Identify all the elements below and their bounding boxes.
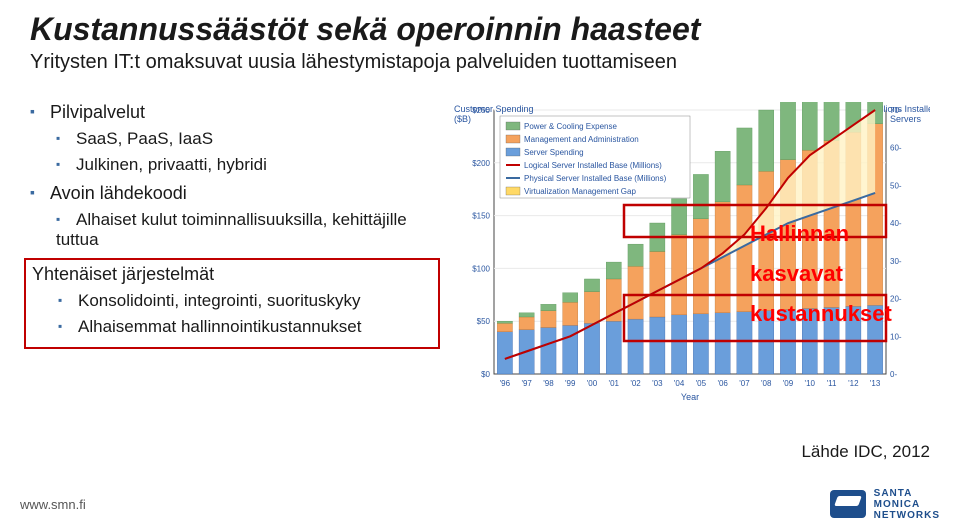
svg-text:Servers: Servers xyxy=(890,114,922,124)
overlay-kustannukset: kustannukset xyxy=(750,302,892,326)
svg-text:Server Spending: Server Spending xyxy=(524,148,584,157)
footer-logo: SANTA MONICA NETWORKS xyxy=(830,488,940,521)
svg-text:10-: 10- xyxy=(890,332,902,341)
page-subtitle: Yritysten IT:t omaksuvat uusia lähestymi… xyxy=(30,51,930,74)
bullet-lvl2: Konsolidointi, integrointi, suorituskyky xyxy=(58,291,432,311)
svg-text:'06: '06 xyxy=(717,379,728,388)
svg-text:60-: 60- xyxy=(890,144,902,153)
overlay-hallinnan: Hallinnan xyxy=(750,222,849,246)
slide: Kustannussäästöt sekä operoinnin haastee… xyxy=(0,0,960,524)
svg-text:'10: '10 xyxy=(805,379,816,388)
logo-line-2: MONICA xyxy=(874,499,940,510)
svg-text:$150: $150 xyxy=(472,212,490,221)
svg-text:'12: '12 xyxy=(848,379,859,388)
footer: www.smn.fi SANTA MONICA NETWORKS xyxy=(0,484,960,524)
svg-text:Power & Cooling Expense: Power & Cooling Expense xyxy=(524,122,617,131)
bullet-lvl2: Alhaiset kulut toiminnallisuuksilla, keh… xyxy=(56,210,440,250)
idc-chart: $50$100$150$200$250$00-10-20-30-40-50-60… xyxy=(450,102,930,402)
logo-line-3: NETWORKS xyxy=(874,510,940,521)
chart-source: Lähde IDC, 2012 xyxy=(801,442,930,462)
svg-text:'98: '98 xyxy=(543,379,554,388)
svg-text:'04: '04 xyxy=(674,379,685,388)
svg-text:0-: 0- xyxy=(890,370,897,379)
boxed-group: Yhtenäiset järjestelmät Konsolidointi, in… xyxy=(24,258,440,349)
svg-text:'13: '13 xyxy=(870,379,881,388)
svg-text:$200: $200 xyxy=(472,159,490,168)
svg-text:'11: '11 xyxy=(827,379,837,388)
svg-text:40-: 40- xyxy=(890,219,902,228)
logo-text: SANTA MONICA NETWORKS xyxy=(874,488,940,521)
svg-text:'07: '07 xyxy=(739,379,750,388)
chart-column: $50$100$150$200$250$00-10-20-30-40-50-60… xyxy=(450,102,930,402)
svg-text:'03: '03 xyxy=(652,379,663,388)
svg-text:'09: '09 xyxy=(783,379,794,388)
bullet-column: Pilvipalvelut SaaS, PaaS, IaaS Julkinen, p… xyxy=(30,102,440,402)
svg-text:Management and Administration: Management and Administration xyxy=(524,135,639,144)
svg-text:($B): ($B) xyxy=(454,114,471,124)
bullet-text: Avoin lähdekoodi xyxy=(50,183,187,203)
svg-text:'02: '02 xyxy=(630,379,641,388)
bullet-lvl2: SaaS, PaaS, IaaS xyxy=(56,129,440,149)
svg-text:Year: Year xyxy=(681,392,699,402)
svg-text:30-: 30- xyxy=(890,257,902,266)
chart-wrap: $50$100$150$200$250$00-10-20-30-40-50-60… xyxy=(450,102,930,402)
bullet-lvl1: Yhtenäiset järjestelmät Konsolidointi, in… xyxy=(32,264,432,337)
svg-text:'08: '08 xyxy=(761,379,772,388)
footer-url: www.smn.fi xyxy=(20,497,86,512)
bullet-lvl1: Pilvipalvelut SaaS, PaaS, IaaS Julkinen, p… xyxy=(30,102,440,175)
svg-text:'96: '96 xyxy=(500,379,511,388)
bullet-lvl2: Alhaisemmat hallinnointikustannukset xyxy=(58,317,432,337)
bullet-lvl2: Julkinen, privaatti, hybridi xyxy=(56,155,440,175)
page-title: Kustannussäästöt sekä operoinnin haastee… xyxy=(30,12,930,47)
content-row: Pilvipalvelut SaaS, PaaS, IaaS Julkinen, p… xyxy=(30,102,930,402)
bullet-lvl1: Avoin lähdekoodi Alhaiset kulut toiminnal… xyxy=(30,183,440,250)
svg-text:$0: $0 xyxy=(481,370,490,379)
svg-text:Virtualization Management Gap: Virtualization Management Gap xyxy=(524,187,636,196)
svg-text:'99: '99 xyxy=(565,379,576,388)
svg-text:50-: 50- xyxy=(890,182,902,191)
svg-text:'05: '05 xyxy=(696,379,707,388)
svg-text:'01: '01 xyxy=(609,379,620,388)
svg-text:Customer Spending: Customer Spending xyxy=(454,104,534,114)
overlay-kasvavat: kasvavat xyxy=(750,262,843,286)
svg-text:$100: $100 xyxy=(472,265,490,274)
logo-line-1: SANTA xyxy=(874,488,940,499)
svg-text:'97: '97 xyxy=(521,379,532,388)
svg-text:Physical Server Installed Base: Physical Server Installed Base (Millions… xyxy=(524,174,667,183)
logo-mark-icon xyxy=(830,490,866,518)
bullet-text: Pilvipalvelut xyxy=(50,102,145,122)
svg-text:'00: '00 xyxy=(587,379,598,388)
bullet-text: Yhtenäiset järjestelmät xyxy=(32,264,214,284)
svg-text:Logical Server Installed Base: Logical Server Installed Base (Millions) xyxy=(524,161,662,170)
svg-text:$50: $50 xyxy=(477,317,491,326)
